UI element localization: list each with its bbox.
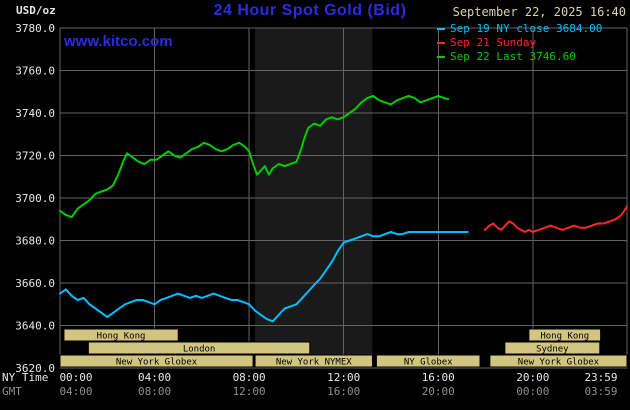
legend-item-sep22: Sep 22 Last 3746.60: [437, 50, 602, 64]
units-label: USD/oz: [16, 4, 56, 17]
svg-text:20:00: 20:00: [516, 371, 549, 384]
svg-text:3660.0: 3660.0: [15, 277, 55, 290]
svg-text:08:00: 08:00: [138, 385, 171, 398]
svg-text:3620.0: 3620.0: [15, 362, 55, 375]
svg-text:3640.0: 3640.0: [15, 320, 55, 333]
svg-text:04:00: 04:00: [138, 371, 171, 384]
kitco-watermark-link[interactable]: www.kitco.com: [64, 33, 173, 50]
gmt-axis-label: GMT: [2, 385, 22, 398]
svg-text:NY Globex: NY Globex: [404, 358, 453, 368]
svg-text:08:00: 08:00: [233, 371, 266, 384]
legend-line-marker: [437, 28, 445, 30]
legend-item-sep19: Sep 19 NY close 3684.00: [437, 22, 602, 36]
svg-text:Hong Kong: Hong Kong: [540, 332, 589, 342]
svg-text:3740.0: 3740.0: [15, 107, 55, 120]
svg-text:16:00: 16:00: [422, 371, 455, 384]
legend-line-marker: [437, 42, 445, 44]
svg-text:Hong Kong: Hong Kong: [97, 332, 146, 342]
svg-text:3760.0: 3760.0: [15, 65, 55, 78]
svg-text:New York Globex: New York Globex: [518, 358, 600, 368]
legend-line-marker: [437, 56, 445, 58]
svg-text:3780.0: 3780.0: [15, 22, 55, 35]
svg-text:New York NYMEX: New York NYMEX: [276, 358, 352, 368]
svg-text:12:00: 12:00: [233, 385, 266, 398]
svg-text:23:59: 23:59: [584, 371, 617, 384]
legend: Sep 19 NY close 3684.00 Sep 21 Sunday Se…: [437, 22, 602, 64]
svg-text:03:59: 03:59: [584, 385, 617, 398]
chart-title: 24 Hour Spot Gold (Bid): [213, 2, 407, 19]
svg-text:3720.0: 3720.0: [15, 150, 55, 163]
svg-text:20:00: 20:00: [422, 385, 455, 398]
legend-label: Sep 22 Last 3746.60: [450, 50, 576, 63]
svg-text:3700.0: 3700.0: [15, 192, 55, 205]
svg-text:16:00: 16:00: [327, 385, 360, 398]
legend-label: Sep 21 Sunday: [450, 36, 537, 49]
svg-text:Sydney: Sydney: [536, 345, 569, 355]
svg-text:12:00: 12:00: [327, 371, 360, 384]
svg-text:London: London: [183, 345, 216, 355]
svg-text:New York Globex: New York Globex: [116, 358, 198, 368]
svg-text:00:00: 00:00: [516, 385, 549, 398]
svg-text:00:00: 00:00: [59, 371, 92, 384]
legend-item-sep21: Sep 21 Sunday: [437, 36, 602, 50]
svg-text:04:00: 04:00: [59, 385, 92, 398]
datetime-label: September 22, 2025 16:40: [452, 5, 626, 19]
svg-text:3680.0: 3680.0: [15, 235, 55, 248]
ny-time-axis-label: NY Time: [2, 371, 49, 384]
legend-label: Sep 19 NY close 3684.00: [450, 22, 603, 35]
